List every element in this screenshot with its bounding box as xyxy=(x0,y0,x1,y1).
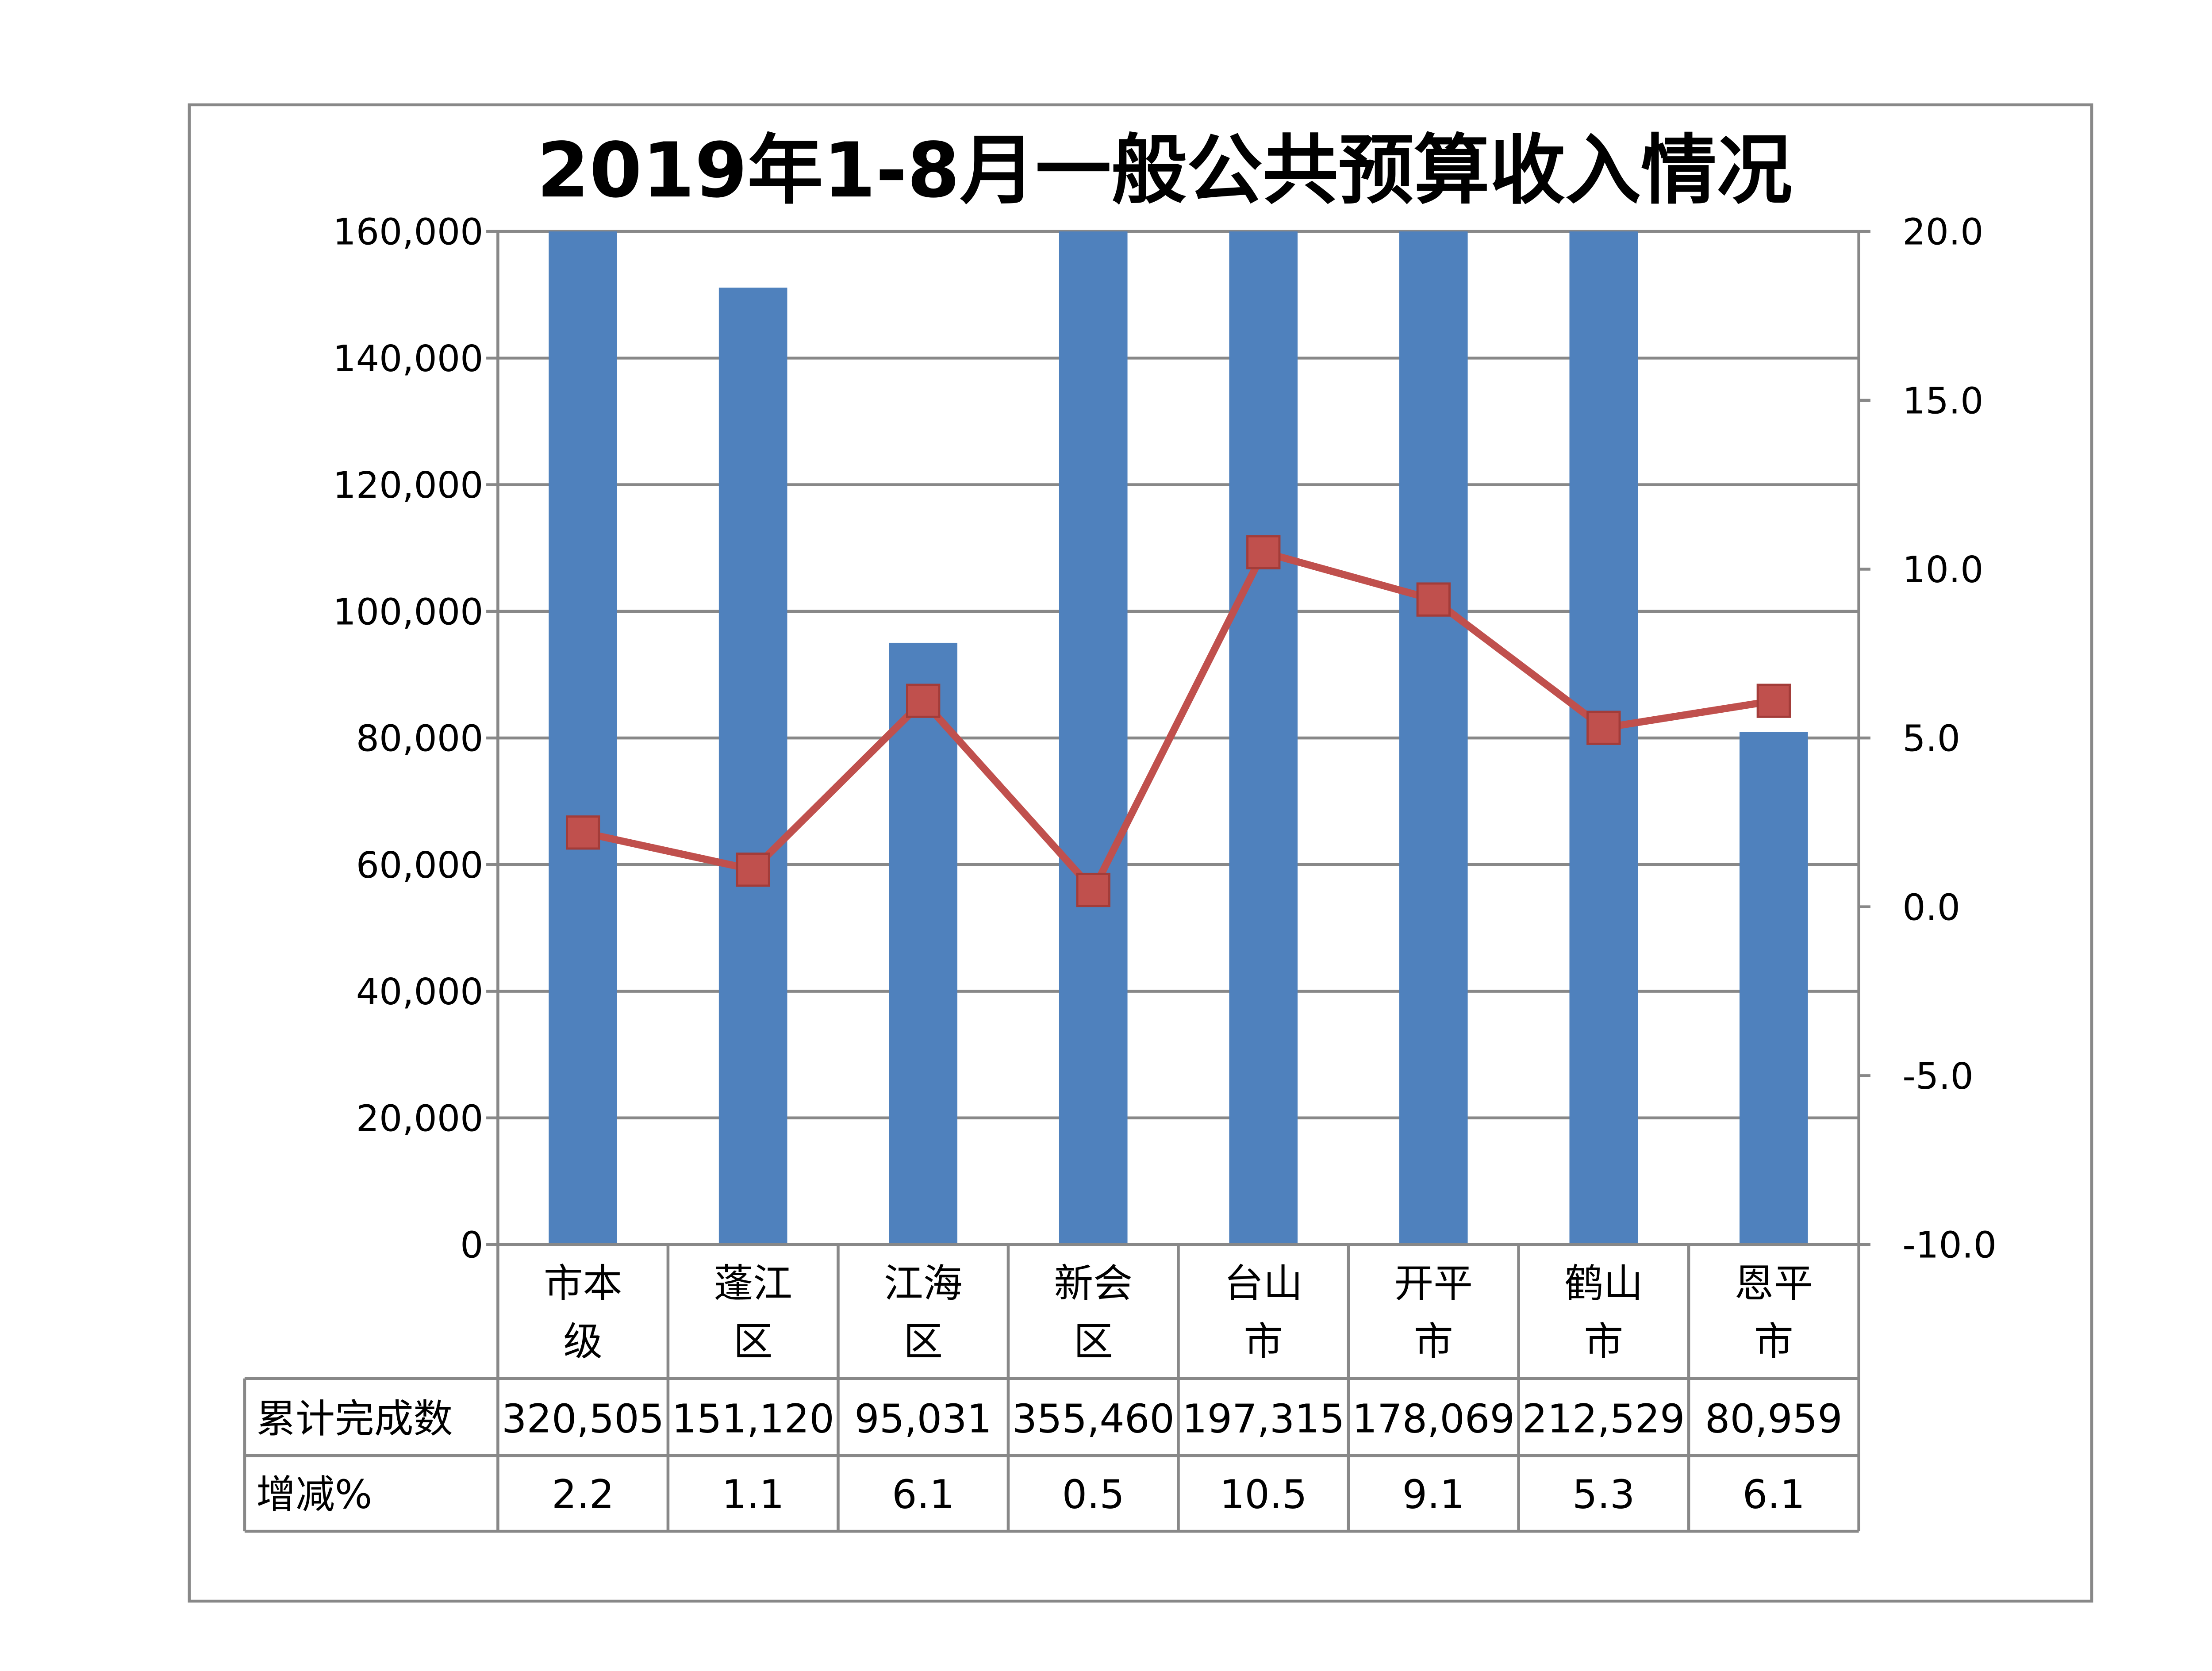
right-tick-label: 15.0 xyxy=(1902,380,1983,422)
table-cell-total: 197,315 xyxy=(1182,1396,1344,1441)
category-label: 恩平 xyxy=(1735,1260,1813,1306)
chart-title: 2019年1-8月一般公共预算收入情况 xyxy=(537,127,1792,215)
left-tick-label: 20,000 xyxy=(356,1098,484,1140)
category-label: 鹤山 xyxy=(1564,1260,1643,1306)
table-cell-growth: 5.3 xyxy=(1572,1472,1635,1517)
left-tick-label: 80,000 xyxy=(356,718,484,760)
right-tick-label: -10.0 xyxy=(1902,1225,1997,1267)
category-label: 市 xyxy=(1414,1319,1453,1364)
bar xyxy=(1399,231,1468,1245)
left-tick-label: 0 xyxy=(460,1225,483,1267)
growth-line xyxy=(582,549,1774,894)
table-cell-total: 80,959 xyxy=(1705,1396,1843,1441)
category-label: 区 xyxy=(733,1319,773,1364)
table-cell-total: 320,505 xyxy=(502,1396,664,1441)
table-cell-growth: 6.1 xyxy=(892,1472,954,1517)
category-label: 市 xyxy=(1584,1319,1623,1364)
category-label: 新会 xyxy=(1054,1260,1133,1306)
table-cell-total: 178,069 xyxy=(1352,1396,1515,1441)
table-cell-growth: 0.5 xyxy=(1062,1472,1125,1517)
growth-marker xyxy=(1246,535,1281,569)
legend-bar-series: 累计完成数 xyxy=(256,1396,453,1441)
growth-marker xyxy=(1416,582,1451,617)
right-tick-label: 20.0 xyxy=(1902,211,1983,254)
category-label: 级 xyxy=(563,1319,603,1364)
category-label: 市 xyxy=(1754,1319,1793,1364)
table-cell-growth: 1.1 xyxy=(722,1472,784,1517)
bar xyxy=(549,231,617,1245)
category-label: 江海 xyxy=(884,1260,963,1306)
category-label: 台山 xyxy=(1224,1260,1303,1306)
category-label: 区 xyxy=(1074,1319,1113,1364)
bar xyxy=(1059,231,1128,1245)
growth-marker xyxy=(906,684,941,718)
bar xyxy=(718,288,787,1245)
bar xyxy=(1740,732,1808,1245)
category-label: 市本 xyxy=(544,1260,622,1306)
table-cell-growth: 9.1 xyxy=(1402,1472,1465,1517)
right-tick-label: 5.0 xyxy=(1902,718,1960,760)
category-label: 区 xyxy=(903,1319,943,1364)
right-tick-label: -5.0 xyxy=(1902,1056,1973,1098)
category-label: 开平 xyxy=(1394,1260,1473,1306)
left-tick-label: 100,000 xyxy=(333,591,483,633)
growth-marker xyxy=(1076,872,1110,907)
left-tick-label: 120,000 xyxy=(333,465,483,507)
bar xyxy=(889,642,958,1245)
table-cell-growth: 6.1 xyxy=(1743,1472,1805,1517)
bar xyxy=(1229,231,1298,1245)
right-tick-label: 0.0 xyxy=(1902,887,1960,929)
table-cell-total: 95,031 xyxy=(854,1396,992,1441)
right-tick-label: 10.0 xyxy=(1902,549,1983,591)
left-tick-label: 140,000 xyxy=(333,338,483,380)
left-tick-label: 60,000 xyxy=(356,845,484,887)
left-tick-label: 40,000 xyxy=(356,971,484,1013)
table-cell-growth: 10.5 xyxy=(1220,1472,1307,1517)
category-label: 市 xyxy=(1244,1319,1283,1364)
table-cell-total: 151,120 xyxy=(672,1396,834,1441)
growth-marker xyxy=(736,853,770,887)
table-cell-growth: 2.2 xyxy=(552,1472,614,1517)
growth-marker xyxy=(566,815,600,850)
growth-marker xyxy=(1756,684,1791,718)
table-cell-total: 212,529 xyxy=(1522,1396,1685,1441)
left-tick-label: 160,000 xyxy=(333,211,483,254)
category-label: 蓬江 xyxy=(714,1260,792,1306)
legend-line-series: 增减% xyxy=(256,1472,372,1517)
growth-marker xyxy=(1586,711,1621,745)
table-cell-total: 355,460 xyxy=(1012,1396,1175,1441)
